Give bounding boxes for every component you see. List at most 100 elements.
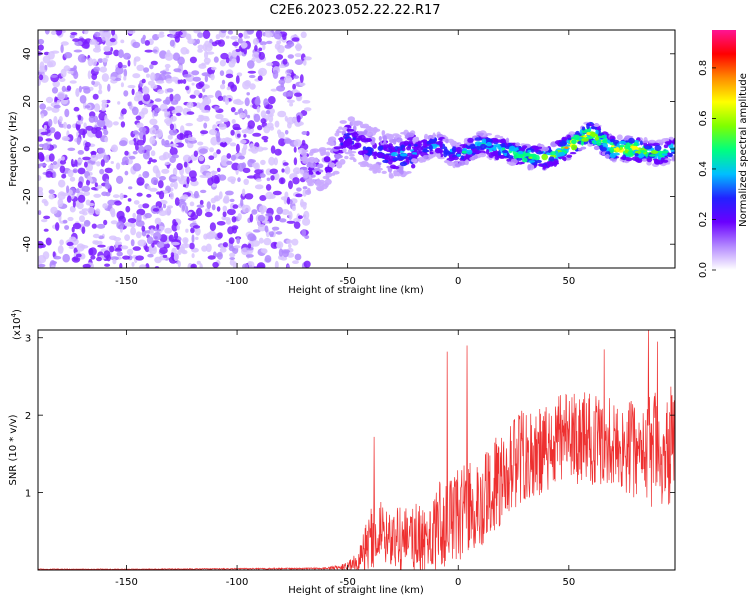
heatmap-cell — [212, 152, 218, 159]
heatmap-cell — [317, 163, 324, 169]
heatmap-cell — [149, 127, 157, 135]
heatmap-cell — [413, 147, 419, 152]
heatmap-cell — [289, 102, 294, 107]
heatmap-cell — [405, 159, 410, 163]
heatmap-cell — [66, 195, 72, 203]
heatmap-cell — [67, 70, 75, 74]
heatmap-cell — [245, 254, 254, 258]
heatmap-cell — [45, 170, 53, 178]
heatmap-cell — [357, 131, 365, 135]
heatmap-cell — [193, 89, 200, 96]
heatmap-cell — [150, 60, 158, 66]
heatmap-cell — [377, 162, 382, 166]
heatmap-cell — [143, 67, 150, 73]
heatmap-cell — [351, 144, 359, 150]
heatmap-cell — [150, 177, 159, 185]
heatmap-cell — [57, 91, 66, 101]
heatmap-cell — [48, 193, 55, 200]
heatmap-cell — [246, 175, 256, 179]
heatmap-cell — [181, 243, 190, 249]
heatmap-cell — [76, 158, 83, 163]
x-tick-label: 0 — [455, 276, 461, 287]
heatmap-cell — [222, 211, 227, 218]
heatmap-cell — [339, 158, 346, 165]
heatmap-cell — [135, 231, 142, 239]
heatmap-cell — [542, 146, 550, 152]
heatmap-cell — [192, 225, 201, 229]
heatmap-cell — [103, 129, 109, 136]
heatmap-cell — [376, 152, 385, 159]
heatmap-cell — [508, 162, 517, 166]
heatmap-cell — [625, 157, 633, 162]
heatmap-cell — [72, 200, 76, 208]
heatmap-cell — [105, 191, 111, 197]
heatmap-cell — [252, 38, 259, 46]
heatmap-cell — [283, 75, 293, 84]
heatmap-cell — [38, 79, 41, 86]
heatmap-cell — [149, 118, 158, 126]
heatmap-cell — [258, 47, 263, 52]
heatmap-cell — [262, 248, 268, 254]
heatmap-cell — [416, 150, 421, 155]
heatmap-cell — [184, 205, 189, 214]
heatmap-cell — [66, 124, 72, 129]
heatmap-cell — [111, 30, 116, 36]
heatmap-cell — [101, 73, 109, 82]
heatmap-cell — [99, 66, 108, 73]
heatmap-cell — [38, 152, 44, 160]
heatmap-cell — [77, 114, 82, 121]
heatmap-cell — [132, 150, 138, 155]
heatmap-cell — [499, 136, 504, 139]
heatmap-cell — [169, 192, 174, 200]
heatmap-cell — [66, 85, 72, 91]
heatmap-cell — [116, 221, 125, 230]
heatmap-cell — [328, 162, 336, 169]
heatmap-cell — [274, 120, 280, 128]
heatmap-cell — [132, 212, 136, 219]
heatmap-cell — [428, 144, 433, 151]
heatmap-cell — [296, 187, 302, 192]
heatmap-cell — [338, 126, 343, 130]
colorbar-label: Normalized spectral amplitude — [738, 73, 749, 227]
heatmap-cell — [266, 62, 274, 67]
heatmap-cell — [466, 149, 473, 155]
heatmap-cell — [161, 168, 170, 174]
heatmap-cell — [205, 243, 212, 253]
heatmap-cell — [502, 150, 509, 154]
heatmap-cell — [268, 114, 274, 123]
heatmap-cell — [271, 226, 280, 231]
heatmap-cell — [236, 237, 241, 245]
heatmap-cell — [663, 144, 669, 149]
heatmap-cell — [257, 125, 263, 131]
heatmap-cell — [59, 239, 64, 246]
heatmap-cell — [301, 139, 306, 146]
heatmap-cell — [527, 149, 532, 153]
heatmap-cell — [119, 262, 123, 268]
heatmap-cell — [133, 57, 137, 67]
heatmap-cell — [60, 44, 64, 53]
heatmap-cell — [57, 245, 64, 254]
heatmap-cell — [123, 68, 128, 78]
heatmap-cell — [112, 121, 119, 126]
heatmap-cell — [109, 207, 116, 216]
heatmap-cell — [192, 76, 201, 82]
heatmap-cell — [54, 131, 61, 140]
heatmap-cell — [214, 253, 223, 258]
y-tick-label: -20 — [22, 188, 33, 204]
heatmap-cell — [119, 192, 124, 200]
heatmap-cell — [77, 167, 86, 175]
heatmap-cell — [130, 227, 137, 236]
heatmap-cell — [124, 150, 129, 156]
heatmap-cell — [38, 186, 44, 193]
heatmap-cell — [270, 88, 278, 92]
heatmap-cell — [295, 193, 303, 198]
heatmap-cell — [292, 177, 300, 185]
heatmap-cell — [264, 254, 272, 263]
heatmap-cell — [616, 134, 623, 141]
heatmap-cell — [81, 185, 91, 192]
heatmap-cell — [469, 143, 476, 150]
heatmap-cell — [391, 157, 399, 162]
heatmap-cell — [257, 214, 266, 222]
heatmap-cell — [45, 237, 52, 246]
